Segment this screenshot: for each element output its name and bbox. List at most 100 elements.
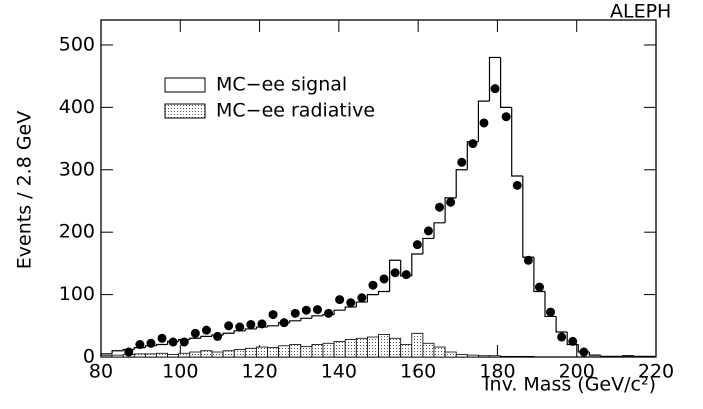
histogram-bar	[278, 345, 291, 358]
y-tick-label: 100	[59, 283, 95, 305]
histogram-step	[433, 222, 446, 239]
histogram-bar	[200, 350, 213, 358]
x-tick-label: 200	[559, 361, 595, 383]
data-point	[368, 280, 378, 290]
legend-label: MC−ee radiative	[216, 100, 375, 122]
data-point	[479, 118, 489, 128]
histogram-bar	[422, 342, 435, 358]
histogram-bar	[455, 354, 468, 358]
legend-swatch	[164, 103, 206, 119]
y-tick-label: 400	[59, 96, 95, 118]
x-tick-label: 80	[89, 361, 113, 383]
data-point	[501, 112, 511, 122]
histogram-bar	[189, 351, 202, 358]
histogram-step	[189, 337, 201, 340]
data-point	[412, 240, 422, 250]
data-point	[335, 295, 345, 305]
histogram-bar	[333, 340, 346, 358]
data-point	[157, 333, 167, 343]
data-point	[357, 293, 367, 303]
histogram-bar	[267, 347, 280, 358]
histogram-step	[500, 57, 512, 108]
histogram-step	[511, 107, 523, 177]
histogram-bar	[222, 350, 235, 358]
y-tick-label: 300	[59, 158, 95, 180]
data-point	[312, 305, 322, 315]
histogram-bar	[344, 339, 357, 358]
data-point	[324, 308, 334, 318]
histogram-step	[200, 335, 212, 339]
histogram-bar	[355, 337, 368, 358]
data-point	[201, 325, 211, 335]
histogram-step	[222, 332, 235, 336]
data-point	[124, 347, 134, 357]
data-point	[268, 310, 278, 320]
histogram-step	[422, 237, 434, 255]
histogram-bar	[300, 345, 313, 358]
histogram-step	[588, 352, 601, 356]
histogram-step	[366, 293, 379, 303]
data-point	[135, 340, 145, 350]
histogram-bar	[244, 347, 257, 358]
histogram-bar	[100, 355, 113, 358]
histogram-step	[111, 350, 124, 354]
histogram-bar	[366, 336, 379, 358]
data-point	[224, 321, 234, 331]
data-point	[423, 226, 433, 236]
histogram-bar	[433, 346, 446, 358]
histogram-bar	[311, 344, 324, 358]
data-point	[568, 336, 578, 346]
histogram-step	[355, 301, 368, 308]
x-tick-label: 160	[400, 361, 436, 383]
histogram-bar	[156, 352, 168, 358]
data-point	[579, 347, 589, 357]
legend-label: MC−ee signal	[216, 74, 347, 96]
histogram-step	[522, 176, 534, 258]
histogram-step	[633, 355, 645, 357]
histogram-step	[244, 328, 257, 331]
histogram-bar	[322, 342, 335, 358]
histogram-bar	[444, 351, 457, 358]
histogram-step	[100, 353, 113, 357]
histogram-bar	[466, 354, 479, 358]
histogram-bar	[511, 355, 524, 358]
x-axis-label: Inv. Mass (GeV/c²)	[484, 374, 656, 396]
y-axis-label: Events / 2.8 GeV	[14, 111, 36, 269]
data-point	[512, 180, 522, 190]
histogram-step	[289, 320, 301, 323]
data-point	[213, 331, 223, 341]
histogram-bar	[500, 355, 513, 358]
histogram-bar	[233, 349, 246, 358]
data-point	[301, 305, 311, 315]
data-point	[534, 282, 544, 292]
histogram-step	[155, 343, 168, 346]
data-point	[146, 338, 156, 348]
data-point	[401, 270, 411, 280]
histogram-step	[333, 309, 346, 315]
data-point	[435, 202, 445, 212]
histogram-step	[622, 355, 634, 357]
data-point	[557, 332, 567, 342]
histogram-bar	[144, 353, 157, 358]
x-tick-label: 140	[321, 361, 357, 383]
data-point	[190, 328, 200, 338]
experiment-label: ALEPH	[610, 1, 671, 23]
histogram-step	[444, 197, 457, 223]
histogram-step	[544, 291, 557, 318]
data-point	[290, 308, 300, 318]
histogram-bar	[211, 351, 224, 358]
histogram-bar	[389, 337, 402, 358]
histogram-step	[411, 253, 423, 276]
data-point	[390, 268, 400, 278]
histogram-bar	[489, 355, 502, 358]
legend-swatch	[164, 77, 206, 93]
data-point	[257, 319, 267, 329]
histogram-step	[344, 306, 357, 311]
histogram-step	[488, 56, 501, 102]
data-point	[457, 157, 467, 167]
histogram-step	[455, 169, 468, 198]
histogram-bar	[255, 346, 268, 358]
histogram-bar	[133, 353, 146, 358]
x-tick-label: 180	[479, 361, 515, 383]
